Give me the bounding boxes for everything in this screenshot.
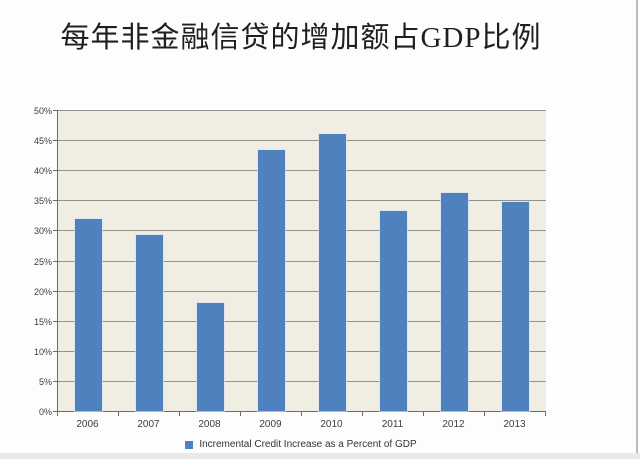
bar-2012 — [441, 193, 468, 411]
x-axis-tick-mark — [362, 412, 363, 416]
y-axis-tick-label: 30% — [33, 226, 52, 237]
x-axis-label: 2006 — [76, 419, 99, 430]
x-axis-tick-mark — [57, 412, 58, 416]
x-axis-label: 2010 — [320, 419, 343, 430]
y-axis-tick-mark — [53, 200, 57, 202]
y-axis-tick-label: 20% — [33, 286, 52, 297]
x-axis-tick-mark — [423, 412, 424, 416]
y-axis-tick-mark — [53, 350, 57, 352]
y-axis-tick-mark — [53, 411, 57, 412]
x-axis-label: 2011 — [381, 419, 404, 430]
y-axis-tick-mark — [53, 110, 57, 111]
gridline — [58, 200, 546, 202]
x-axis-tick-mark — [179, 412, 180, 416]
y-axis-tick-label: 10% — [33, 346, 52, 357]
y-axis-tick-label: 50% — [33, 106, 52, 116]
x-axis-label: 2009 — [259, 419, 282, 430]
bar-2007 — [136, 235, 163, 411]
y-axis-tick-mark — [53, 320, 57, 322]
y-axis-tick-label: 45% — [33, 136, 52, 147]
y-axis-tick-mark — [53, 140, 57, 142]
plot-area — [57, 110, 546, 412]
bar-2008 — [197, 303, 224, 411]
y-axis-tick-mark — [53, 170, 57, 172]
gridline — [58, 380, 546, 382]
bar-2011 — [380, 210, 407, 411]
legend: Incremental Credit Increase as a Percent… — [57, 439, 545, 450]
y-axis-tick-label: 35% — [33, 196, 52, 207]
bar-2013 — [502, 202, 529, 411]
y-axis-tick-mark — [53, 260, 57, 262]
x-axis-tick-mark — [240, 412, 241, 416]
gridline — [58, 170, 546, 172]
x-axis-label: 2007 — [137, 419, 160, 430]
gridline — [58, 320, 546, 322]
y-axis-tick-mark — [53, 380, 57, 382]
gridline — [58, 110, 546, 111]
bar-2010 — [319, 134, 346, 411]
x-axis-tick-mark — [118, 412, 119, 416]
x-axis-label: 2012 — [442, 419, 465, 430]
y-axis-tick-label: 0% — [38, 407, 52, 417]
bar-2006 — [75, 218, 102, 411]
image-bottom-strip — [0, 453, 640, 459]
gridline — [58, 290, 546, 292]
gridline — [58, 350, 546, 352]
legend-swatch-icon — [185, 440, 194, 449]
legend-label: Incremental Credit Increase as a Percent… — [199, 439, 417, 450]
x-axis-label: 2008 — [198, 419, 221, 430]
x-axis-tick-mark — [484, 412, 485, 416]
gridline — [58, 230, 546, 232]
y-axis-tick-mark — [53, 230, 57, 232]
gridline — [58, 260, 546, 262]
gridline — [58, 140, 546, 142]
y-axis-tick-mark — [53, 290, 57, 292]
chart-title: 每年非金融信贷的增加额占GDP比例 — [60, 22, 542, 54]
y-axis-tick-label: 25% — [33, 256, 52, 267]
x-axis-tick-mark — [545, 412, 546, 416]
y-axis-tick-label: 15% — [33, 316, 52, 327]
x-axis-label: 2013 — [503, 419, 526, 430]
y-axis-tick-label: 40% — [33, 166, 52, 177]
x-axis-tick-mark — [301, 412, 302, 416]
y-axis-tick-label: 5% — [38, 376, 52, 387]
image-right-border — [636, 0, 638, 459]
bar-2009 — [258, 149, 285, 411]
